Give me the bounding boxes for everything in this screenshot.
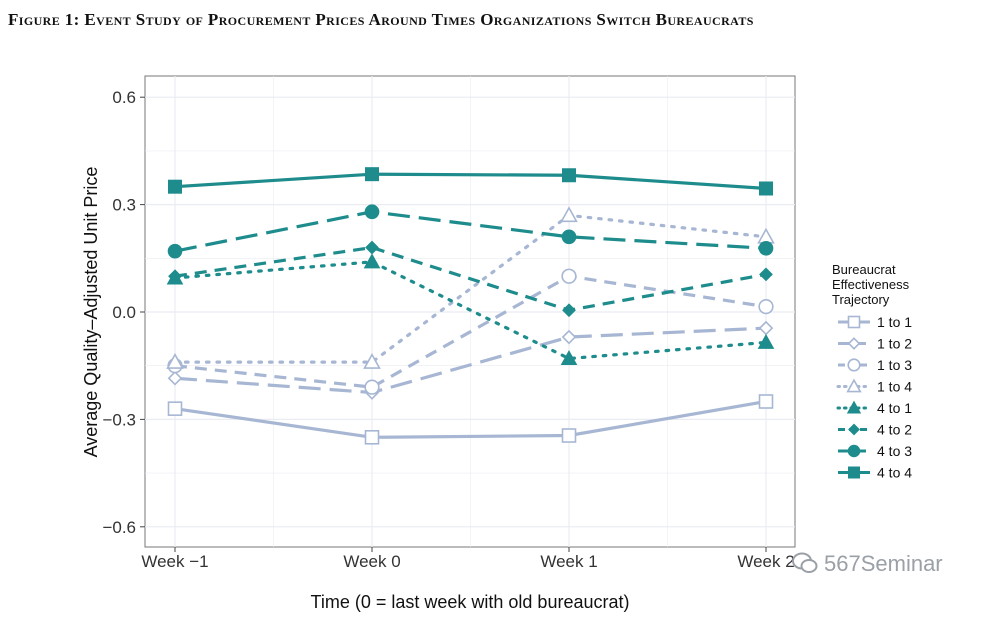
legend-label: 1 to 3 (877, 357, 912, 373)
data-point-4-to-4 (168, 179, 182, 194)
data-point-1-to-4 (560, 206, 578, 223)
legend-marker (848, 423, 860, 436)
legend-marker (848, 466, 860, 479)
series-4-to-3 (167, 204, 774, 259)
legend-label: 4 to 3 (877, 443, 912, 459)
series-line-4-to-1 (173, 260, 768, 361)
series-1-to-1 (167, 394, 774, 445)
data-point-1-to-1 (758, 394, 774, 409)
legend-item-4-to-4: 4 to 4 (838, 465, 912, 481)
legend-marker (846, 378, 862, 393)
data-point-4-to-3 (364, 204, 380, 220)
data-point-1-to-3 (561, 268, 577, 284)
data-point-4-to-1 (560, 350, 578, 366)
legend-item-1-to-2: 1 to 2 (838, 336, 912, 352)
legend-item-4-to-1: 4 to 1 (836, 400, 912, 416)
y-axis-title: Average Quality–Adjusted Unit Price (81, 167, 101, 458)
legend-label: 1 to 1 (877, 314, 912, 330)
y-tick-label: 0.0 (112, 303, 136, 322)
data-point-4-to-4 (759, 181, 773, 196)
x-tick-label: Week 2 (737, 552, 794, 571)
x-tick-label: Week 1 (540, 552, 597, 571)
legend-marker (847, 315, 861, 329)
legend-marker (846, 400, 862, 414)
legend-label: 4 to 1 (877, 400, 912, 416)
legend-label: 4 to 2 (877, 422, 912, 438)
legend-label: 1 to 2 (877, 336, 912, 352)
data-point-4-to-2 (759, 267, 773, 282)
data-point-4-to-3 (561, 229, 577, 245)
data-point-1-to-4 (166, 352, 184, 369)
data-point-4-to-4 (562, 168, 576, 183)
figure-title: Figure 1: Event Study of Procurement Pri… (8, 10, 754, 29)
series-4-to-2 (168, 240, 773, 318)
data-point-4-to-2 (562, 303, 576, 318)
data-point-4-to-2 (365, 240, 379, 255)
data-point-1-to-1 (364, 429, 380, 445)
data-point-1-to-3 (364, 379, 380, 395)
series-line-1-to-1 (174, 399, 767, 439)
legend-label: 4 to 4 (877, 465, 912, 481)
y-tick-label: −0.3 (102, 410, 136, 429)
legend-title: Bureaucrat Effectiveness Trajectory (832, 262, 910, 307)
legend-item-4-to-3: 4 to 3 (838, 443, 912, 459)
series-line-4-to-4 (174, 172, 767, 191)
legend-label: 1 to 4 (877, 379, 912, 395)
series-line-4-to-3 (174, 210, 767, 253)
x-tick-label: Week 0 (343, 552, 400, 571)
data-point-4-to-3 (167, 243, 183, 259)
data-point-4-to-1 (363, 253, 381, 269)
data-point-4-to-4 (365, 167, 379, 182)
legend-marker (847, 358, 861, 372)
y-tick-label: 0.3 (112, 196, 136, 215)
legend-item-1-to-4: 1 to 4 (836, 378, 912, 395)
data-point-1-to-3 (758, 299, 774, 315)
series-line-4-to-2 (174, 245, 767, 312)
wechat-logo-icon (792, 552, 818, 573)
y-tick-label: 0.6 (112, 88, 136, 107)
data-point-4-to-1 (757, 333, 775, 349)
series-line-1-to-4 (173, 213, 768, 364)
data-point-4-to-3 (758, 240, 774, 256)
legend-marker (847, 444, 861, 458)
watermark-text: 567Seminar (824, 551, 943, 576)
x-axis-title: Time (0 = last week with old bureaucrat) (311, 592, 630, 612)
x-tick-label: Week −1 (141, 552, 208, 571)
legend-marker (847, 337, 861, 350)
data-point-1-to-4 (363, 352, 381, 369)
legend-item-1-to-1: 1 to 1 (838, 314, 912, 330)
data-point-4-to-2 (168, 269, 182, 284)
legend-item-4-to-2: 4 to 2 (838, 422, 912, 438)
watermark: 567Seminar (792, 551, 943, 577)
series-line-1-to-2 (174, 326, 767, 395)
data-point-1-to-2 (167, 370, 183, 386)
data-point-1-to-1 (561, 428, 577, 443)
data-point-1-to-2 (561, 329, 577, 345)
y-tick-label: −0.6 (102, 518, 136, 537)
legend: Bureaucrat Effectiveness Trajectory 1 to 1 1… (832, 262, 912, 481)
legend-item-1-to-3: 1 to 3 (838, 357, 912, 373)
series-4-to-4 (168, 167, 773, 196)
data-point-1-to-1 (167, 401, 183, 416)
